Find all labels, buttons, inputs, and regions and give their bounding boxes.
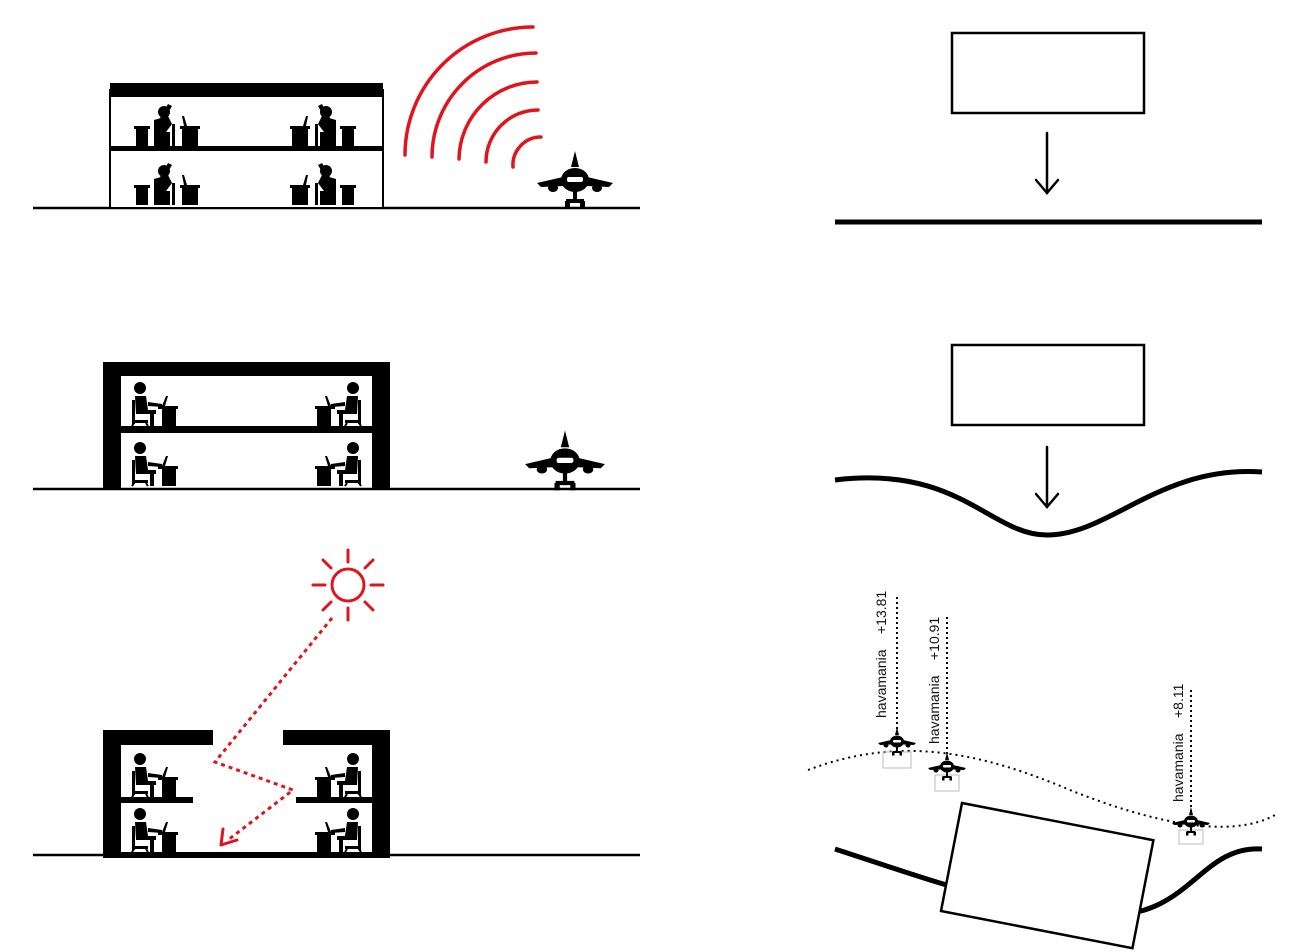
- floor-slab: [121, 797, 193, 803]
- height-label-value: +8.11: [1170, 683, 1186, 718]
- height-label-name: havamania: [926, 675, 942, 744]
- section-daylight: [33, 548, 640, 858]
- ground-slab: [103, 852, 390, 858]
- office-worker-icon: [131, 752, 179, 798]
- height-label-value: +13.81: [873, 591, 889, 634]
- floor-slab: [110, 146, 383, 151]
- concept-sunken-ground: [834, 343, 1263, 538]
- airplane-icon: [1172, 807, 1210, 836]
- height-label-value: +10.91: [926, 617, 942, 660]
- office-worker-icon: [314, 441, 362, 487]
- sunlight-arrowhead: [219, 827, 239, 847]
- office-worker-icon: [314, 381, 362, 427]
- height-label-name: havamania: [873, 649, 889, 718]
- sun-icon: [311, 548, 385, 622]
- building-shell: [103, 362, 390, 489]
- arrow-down-icon: [1034, 445, 1060, 509]
- airplane-icon: [525, 430, 605, 491]
- building-shell-left: [103, 730, 213, 855]
- sound-wave-icon: [403, 25, 543, 169]
- office-worker-icon: [314, 807, 362, 853]
- height-label-name: havamania: [1170, 733, 1186, 802]
- airplane-icon: [537, 151, 613, 208]
- sunlight-path: [212, 617, 334, 842]
- section-noise-exposed: [33, 25, 640, 210]
- concept-tilted-building: havamania +13.81 havamania +10.91 havama…: [807, 591, 1276, 950]
- office-worker-icon: [131, 381, 179, 427]
- airplane-icon: [928, 752, 966, 781]
- building-shell-right: [283, 730, 390, 855]
- section-noise-protected: [33, 362, 640, 491]
- flight-path: [807, 750, 1276, 828]
- concept-flat-ground: [835, 31, 1262, 225]
- floor-slab: [296, 797, 372, 803]
- roof-slab: [110, 83, 383, 97]
- tilted-building-mass: [939, 801, 1155, 950]
- building-mass: [950, 31, 1146, 115]
- plane-shadow-box: [882, 751, 912, 769]
- arrow-down-icon: [1034, 131, 1060, 195]
- valley-ground-line: [834, 469, 1263, 538]
- office-worker-icon: [131, 807, 179, 853]
- building-mass: [950, 343, 1146, 427]
- office-worker-icon: [131, 441, 179, 487]
- floor-slab: [121, 426, 372, 433]
- office-worker-icon: [314, 752, 362, 798]
